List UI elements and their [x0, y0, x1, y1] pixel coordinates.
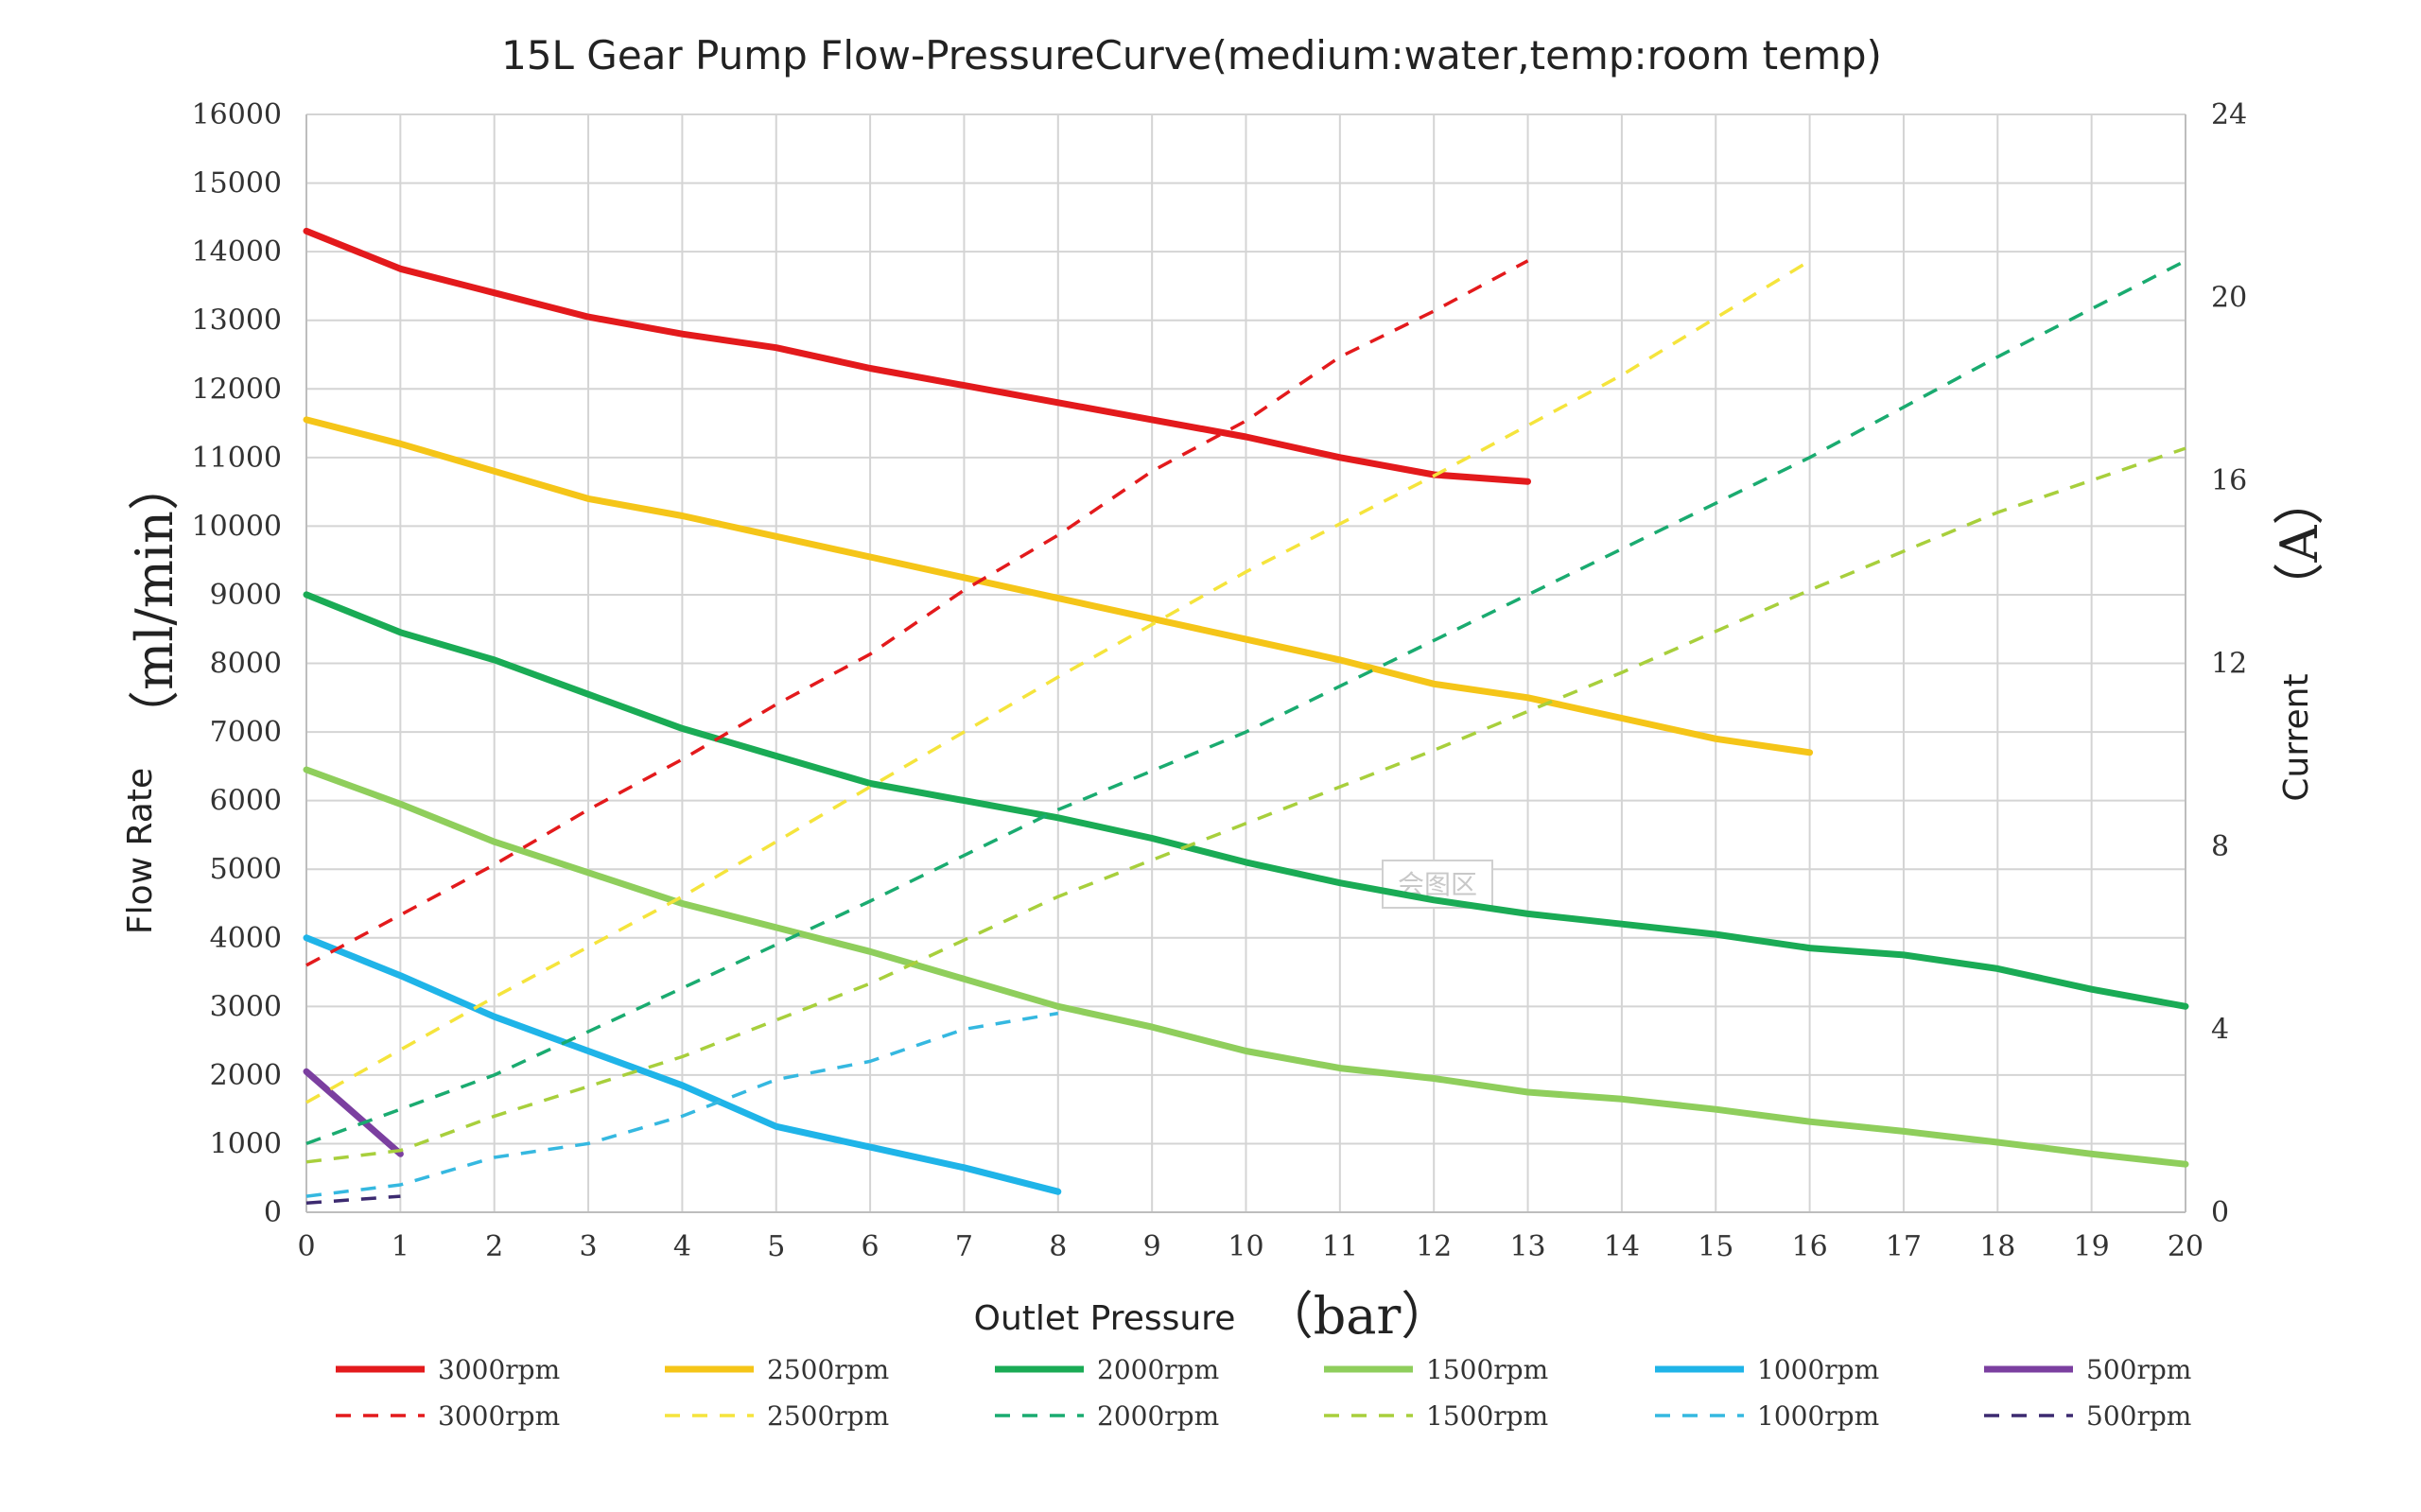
x-tick-label: 11 [1322, 1230, 1358, 1263]
y-tick-label: 9000 [210, 579, 282, 612]
y-tick-label: 11000 [192, 442, 282, 475]
x-tick-label: 3 [580, 1230, 598, 1263]
y2-tick-labels: 0 4 8 12 16 20 24 [2211, 98, 2247, 1229]
y-tick-label: 12000 [192, 373, 282, 406]
x-tick-labels: 0 1 2 3 4 5 6 7 8 9 10 11 12 13 14 15 16 17 18 19 20 [297, 1230, 2203, 1263]
legend-label: 500rpm [2086, 1400, 2191, 1432]
x-tick-label: 4 [673, 1230, 691, 1263]
legend-label: 1000rpm [1757, 1400, 1879, 1432]
legend-label: 2500rpm [767, 1400, 889, 1432]
y-tick-label: 4000 [210, 922, 282, 955]
y-tick-labels: 0 1000 2000 3000 4000 5000 6000 7000 8000 9000 100… [192, 98, 282, 1229]
series-line-500rpm-current [305, 1194, 401, 1206]
series-group [303, 227, 2189, 1206]
x-tick-label: 18 [1979, 1230, 2015, 1263]
legend-label: 1000rpm [1757, 1354, 1879, 1385]
y-axis-unit: （ml/min） [125, 460, 184, 741]
x-axis-unit: （bar） [1263, 1286, 1453, 1346]
x-tick-label: 8 [1049, 1230, 1067, 1263]
x-tick-label: 6 [862, 1230, 880, 1263]
x-tick-label: 13 [1509, 1230, 1545, 1263]
x-axis-label: Outlet Pressure [974, 1299, 1236, 1338]
y2-axis-label: Current [2277, 673, 2316, 801]
series-line-1500rpm-current [305, 446, 2186, 1164]
y2-axis-unit: （A） [2270, 475, 2329, 614]
x-tick-label: 15 [1698, 1230, 1733, 1263]
x-tick-label: 9 [1143, 1230, 1161, 1263]
y-tick-label: 2000 [210, 1059, 282, 1092]
x-tick-label: 20 [2168, 1230, 2203, 1263]
y-tick-label: 6000 [210, 785, 282, 818]
legend-label: 500rpm [2086, 1354, 2191, 1385]
y-tick-label: 1000 [210, 1127, 282, 1160]
series-line-2500rpm-flow [303, 416, 1814, 756]
x-tick-label: 12 [1416, 1230, 1452, 1263]
legend-label: 1500rpm [1426, 1354, 1548, 1385]
x-tick-label: 10 [1228, 1230, 1263, 1263]
series-line-1000rpm-flow [303, 934, 1062, 1195]
x-tick-label: 19 [2074, 1230, 2110, 1263]
y-tick-label: 5000 [210, 853, 282, 886]
x-tick-label: 1 [392, 1230, 409, 1263]
legend: 3000rpm 2500rpm 2000rpm 1500rpm 1000rpm 500rp… [336, 1354, 2191, 1432]
y2-tick-label: 4 [2211, 1014, 2229, 1047]
x-tick-label: 16 [1792, 1230, 1828, 1263]
series-line-500rpm-flow [303, 1068, 404, 1157]
x-tick-label: 17 [1886, 1230, 1922, 1263]
y2-tick-label: 12 [2211, 648, 2247, 681]
y2-tick-label: 20 [2211, 282, 2247, 315]
y-tick-label: 3000 [210, 990, 282, 1023]
series-line-2000rpm-current [305, 259, 2186, 1146]
y-tick-label: 13000 [192, 304, 282, 338]
y-tick-label: 10000 [192, 510, 282, 543]
y-tick-label: 16000 [192, 98, 282, 131]
y2-tick-label: 24 [2211, 98, 2247, 131]
x-tick-label: 7 [955, 1230, 973, 1263]
series-line-1500rpm-flow [303, 766, 2189, 1168]
legend-label: 3000rpm [438, 1354, 560, 1385]
x-tick-label: 14 [1604, 1230, 1640, 1263]
y2-tick-label: 16 [2211, 464, 2247, 497]
series-line-2500rpm-current [305, 259, 1811, 1104]
series-line-1000rpm-current [305, 1011, 1059, 1198]
x-tick-label: 0 [297, 1230, 315, 1263]
y2-tick-label: 8 [2211, 830, 2229, 863]
legend-label: 2000rpm [1097, 1354, 1219, 1385]
legend-label: 1500rpm [1426, 1400, 1548, 1432]
y2-tick-label: 0 [2211, 1196, 2229, 1229]
legend-label: 3000rpm [438, 1400, 560, 1432]
x-tick-label: 2 [485, 1230, 503, 1263]
y-tick-label: 7000 [210, 716, 282, 749]
y-tick-label: 14000 [192, 235, 282, 269]
grid [305, 113, 2186, 1213]
y-axis-label: Flow Rate [121, 768, 160, 934]
series-line-3000rpm-flow [303, 227, 1531, 485]
y-tick-label: 8000 [210, 648, 282, 681]
y-tick-label: 0 [264, 1196, 282, 1229]
series-line-3000rpm-current [305, 259, 1529, 967]
series-line-2000rpm-flow [303, 591, 2189, 1010]
legend-label: 2000rpm [1097, 1400, 1219, 1432]
x-tick-label: 5 [767, 1230, 785, 1263]
legend-label: 2500rpm [767, 1354, 889, 1385]
chart-title: 15L Gear Pump Flow-PressureCurve(medium:… [501, 32, 1882, 78]
y-tick-label: 15000 [192, 167, 282, 200]
